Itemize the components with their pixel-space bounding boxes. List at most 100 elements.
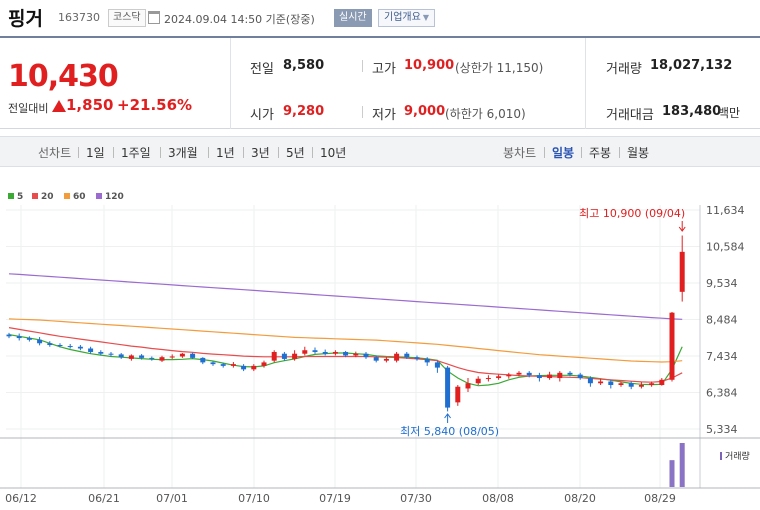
legend-ma120: 120 bbox=[96, 192, 124, 202]
legend-label: 60 bbox=[73, 192, 86, 202]
high-annotation: 최고 10,900 (09/04) bbox=[579, 207, 685, 220]
candle bbox=[557, 371, 563, 382]
candle bbox=[465, 378, 471, 392]
x-tick-label: 07/01 bbox=[156, 492, 188, 505]
candle bbox=[353, 351, 359, 358]
low-annotation: 최저 5,840 (08/05) bbox=[400, 425, 499, 438]
volume-swatch bbox=[720, 452, 722, 460]
candle-body bbox=[465, 383, 471, 389]
realtime-button[interactable]: 실시간 bbox=[334, 9, 372, 27]
amount-label: 거래대금 bbox=[606, 108, 654, 123]
open-label: 시가 bbox=[250, 108, 274, 123]
candle-body bbox=[322, 351, 328, 354]
candle-body bbox=[516, 372, 522, 375]
candle bbox=[343, 350, 349, 358]
chart-axes: 11,634 10,584 9,534 8,484 7,434 6,384 5,334 06/… bbox=[0, 205, 760, 505]
candle bbox=[67, 343, 73, 349]
y-tick-label: 9,534 bbox=[706, 277, 738, 290]
tab-1w[interactable]: 1주일 bbox=[121, 146, 151, 160]
volume-legend-label: 거래량 bbox=[725, 452, 750, 462]
y-tick-label: 7,434 bbox=[706, 350, 738, 363]
candle-body bbox=[271, 351, 277, 361]
candle-body bbox=[261, 362, 267, 366]
candle-body bbox=[496, 376, 502, 379]
price-summary: 10,430 전일대비 1,850 +21.56% 전일 8,580 시가 9,… bbox=[0, 36, 760, 129]
candle-body bbox=[292, 353, 298, 359]
divider bbox=[208, 147, 209, 158]
tab-10y[interactable]: 10년 bbox=[320, 146, 347, 160]
candle bbox=[281, 351, 287, 361]
price-chart[interactable]: 11,634 10,584 9,534 8,484 7,434 6,384 5,334 06/… bbox=[0, 205, 760, 510]
tab-daily[interactable]: 일봉 bbox=[552, 146, 575, 160]
company-info-dropdown[interactable]: 기업개요 ▼ bbox=[378, 9, 435, 27]
prev-close-value: 8,580 bbox=[283, 58, 325, 73]
divider bbox=[278, 147, 279, 158]
candle-body bbox=[669, 312, 675, 380]
candle bbox=[179, 353, 185, 358]
y-tick-label: 6,384 bbox=[706, 387, 738, 400]
candle-chart-label: 봉차트 bbox=[503, 146, 537, 160]
candle bbox=[241, 364, 247, 372]
x-tick-label: 06/12 bbox=[5, 492, 37, 505]
candle-body bbox=[455, 386, 461, 403]
candle-body bbox=[598, 381, 604, 384]
candle bbox=[536, 372, 542, 382]
divider bbox=[160, 147, 161, 158]
volume-bar bbox=[679, 443, 685, 487]
candle bbox=[322, 349, 328, 356]
candle bbox=[230, 362, 236, 368]
ma-line-60 bbox=[8, 318, 683, 363]
candle-body bbox=[251, 365, 257, 370]
candle-body bbox=[230, 364, 236, 366]
candle bbox=[159, 355, 165, 363]
candle-body bbox=[649, 383, 655, 385]
candle-body bbox=[475, 378, 481, 384]
tab-weekly[interactable]: 주봉 bbox=[589, 146, 612, 160]
candle bbox=[659, 378, 665, 386]
candle-body bbox=[587, 378, 593, 384]
candle-body bbox=[220, 364, 226, 366]
candle bbox=[57, 343, 63, 348]
tab-3m[interactable]: 3개월 bbox=[168, 146, 198, 160]
candle-body bbox=[414, 357, 420, 359]
tab-3y[interactable]: 3년 bbox=[251, 146, 270, 160]
candle-body bbox=[108, 353, 114, 355]
candle-body bbox=[302, 350, 308, 354]
candle-body bbox=[281, 353, 287, 359]
tab-monthly[interactable]: 월봉 bbox=[627, 146, 650, 160]
candle-body bbox=[577, 374, 583, 379]
tab-1d[interactable]: 1일 bbox=[86, 146, 105, 160]
volume-label: 거래량 bbox=[606, 62, 642, 77]
divider bbox=[312, 147, 313, 158]
candle bbox=[496, 374, 502, 380]
candle-body bbox=[353, 353, 359, 356]
candle bbox=[383, 357, 389, 363]
chart-period-tabs: 선차트 1일 1주일 3개월 1년 3년 5년 10년 봉차트 일봉 주봉 월봉 bbox=[0, 136, 760, 167]
candle bbox=[200, 357, 206, 365]
legend-label: 5 bbox=[17, 192, 24, 202]
candle-body bbox=[332, 351, 338, 354]
candle-body bbox=[149, 357, 155, 359]
volume-value: 18,027,132 bbox=[650, 58, 733, 73]
x-tick-label: 07/19 bbox=[319, 492, 351, 505]
candle bbox=[394, 351, 400, 363]
candle-body bbox=[536, 375, 542, 379]
y-tick-label: 11,634 bbox=[706, 205, 745, 217]
volume-bar bbox=[669, 460, 675, 487]
candle-body bbox=[169, 356, 175, 358]
candle bbox=[302, 346, 308, 356]
legend-ma60: 60 bbox=[64, 192, 86, 202]
divider bbox=[362, 60, 363, 72]
legend-swatch bbox=[32, 193, 38, 199]
tab-5y[interactable]: 5년 bbox=[286, 146, 305, 160]
candle bbox=[598, 378, 604, 385]
candle bbox=[108, 351, 114, 357]
amount-unit: 백만 bbox=[718, 106, 741, 120]
tab-1y[interactable]: 1년 bbox=[216, 146, 235, 160]
candle-body bbox=[6, 334, 12, 337]
candle-body bbox=[26, 338, 32, 340]
candle bbox=[414, 355, 420, 361]
quote-datetime: 2024.09.04 14:50 기준(장중) bbox=[164, 13, 315, 26]
candle-body bbox=[98, 351, 104, 354]
chart-grid bbox=[6, 205, 700, 488]
